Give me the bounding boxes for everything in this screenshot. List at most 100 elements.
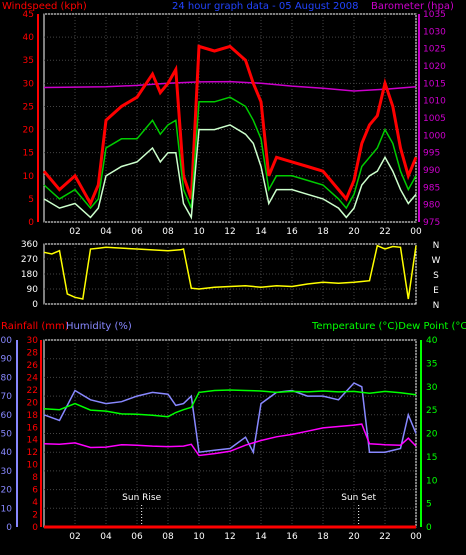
rainfall-tick-label: 0 bbox=[32, 523, 38, 533]
rainfall-axis-label: Rainfall (mm) bbox=[1, 321, 69, 332]
temperature-tick-label: 5 bbox=[426, 500, 432, 510]
temperature-tick-label: 35 bbox=[426, 359, 437, 369]
humidity-tick-label: 90 bbox=[1, 355, 13, 365]
humidity-tick-label: 40 bbox=[1, 448, 13, 458]
barometer-tick-label: 990 bbox=[423, 166, 440, 176]
rainfall-tick-label: 12 bbox=[27, 448, 38, 458]
rainfall-tick-label: 28 bbox=[27, 348, 39, 358]
barometer-tick-label: 980 bbox=[423, 201, 440, 211]
temperature-tick-label: 15 bbox=[426, 453, 437, 463]
humidity-tick-label: 60 bbox=[1, 411, 13, 421]
wind-panel-x-tick-label: 06 bbox=[131, 227, 143, 237]
windspeed-tick-label: 30 bbox=[23, 79, 35, 89]
climate-panel-x-tick-label: 20 bbox=[348, 532, 360, 542]
windspeed-tick-label: 45 bbox=[23, 10, 34, 20]
climate-panel-x-tick-label: 12 bbox=[224, 532, 235, 542]
barometer-tick-label: 1030 bbox=[423, 27, 446, 37]
humidity-tick-label: 70 bbox=[1, 392, 13, 402]
temperature-tick-label: 20 bbox=[426, 430, 438, 440]
wind-panel-x-tick-label: 12 bbox=[224, 227, 235, 237]
windspeed-tick-label: 5 bbox=[28, 195, 34, 205]
rainfall-tick-label: 22 bbox=[27, 386, 38, 396]
humidity-tick-label: 0 bbox=[6, 523, 12, 533]
windspeed-tick-label: 20 bbox=[23, 126, 35, 136]
climate-series-dewpoint bbox=[43, 423, 417, 457]
wind-panel-frame bbox=[43, 13, 417, 223]
barometer-tick-label: 975 bbox=[423, 218, 440, 228]
chart-title: 24 hour graph data - 05 August 2008 bbox=[172, 1, 358, 12]
temperature-tick-label: 40 bbox=[426, 336, 438, 346]
climate-panel-x-tick-label: 22 bbox=[379, 532, 390, 542]
rainfall-tick-label: 20 bbox=[27, 398, 39, 408]
wind-panel-x-tick-label: 08 bbox=[162, 227, 174, 237]
humidity-tick-label: 20 bbox=[1, 486, 13, 496]
rainfall-tick-label: 10 bbox=[27, 461, 39, 471]
wind-series-gust bbox=[42, 44, 418, 207]
windspeed-axis-label: Windspeed (kph) bbox=[2, 1, 87, 12]
temperature-tick-label: 30 bbox=[426, 383, 438, 393]
climate-panel-x-tick-label: 00 bbox=[410, 532, 422, 542]
temperature-dewpoint-axis-label: Temperature (°C)Dew Point (°C) bbox=[311, 321, 466, 332]
windspeed-tick-label: 40 bbox=[23, 33, 35, 43]
barometer-axis-label: Barometer (hpa) bbox=[371, 1, 454, 12]
wind-panel-x-tick-label: 00 bbox=[410, 227, 422, 237]
humidity-tick-label: 50 bbox=[1, 430, 13, 440]
wind-panel-x-tick-label: 16 bbox=[286, 227, 298, 237]
barometer-tick-label: 995 bbox=[423, 149, 440, 159]
barometer-tick-label: 1025 bbox=[423, 45, 446, 55]
rainfall-tick-label: 16 bbox=[27, 423, 39, 433]
climate-panel-x-tick-label: 16 bbox=[286, 532, 298, 542]
barometer-tick-label: 1035 bbox=[423, 10, 446, 20]
windspeed-tick-label: 15 bbox=[23, 149, 34, 159]
climate-panel-x-tick-label: 10 bbox=[193, 532, 205, 542]
windspeed-tick-label: 25 bbox=[23, 102, 34, 112]
compass-label: E bbox=[433, 286, 439, 296]
compass-label: N bbox=[433, 241, 440, 251]
barometer-tick-label: 1000 bbox=[423, 131, 446, 141]
wind-panel-x-tick-label: 20 bbox=[348, 227, 360, 237]
wind-panel-x-tick-label: 10 bbox=[193, 227, 205, 237]
barometer-tick-label: 1015 bbox=[423, 79, 446, 89]
wind-direction-series bbox=[43, 244, 417, 300]
barometer-tick-label: 1020 bbox=[423, 62, 446, 72]
climate-panel-x-tick-label: 08 bbox=[162, 532, 174, 542]
humidity-tick-label: 100 bbox=[0, 336, 12, 346]
rainfall-tick-label: 24 bbox=[27, 373, 39, 383]
direction-tick-label: 0 bbox=[32, 300, 38, 310]
climate-panel-x-tick-label: 18 bbox=[317, 532, 329, 542]
compass-label: S bbox=[433, 271, 439, 281]
wind-series-average bbox=[43, 96, 417, 210]
climate-series-humidity bbox=[43, 382, 417, 455]
rainfall-tick-label: 14 bbox=[27, 436, 39, 446]
barometer-tick-label: 985 bbox=[423, 183, 440, 193]
rainfall-tick-label: 18 bbox=[27, 411, 39, 421]
sun-event-label: Sun Set bbox=[341, 493, 376, 503]
climate-panel-x-tick-label: 06 bbox=[131, 532, 143, 542]
compass-label: W bbox=[432, 256, 441, 266]
sun-event-label: Sun Rise bbox=[122, 493, 161, 503]
wind-panel-x-tick-label: 22 bbox=[379, 227, 390, 237]
climate-panel-x-tick-label: 04 bbox=[100, 532, 112, 542]
wind-series-speed bbox=[43, 124, 417, 220]
windspeed-tick-label: 10 bbox=[23, 172, 35, 182]
direction-tick-label: 90 bbox=[27, 285, 39, 295]
wind-panel-x-tick-label: 14 bbox=[255, 227, 267, 237]
rainfall-tick-label: 4 bbox=[32, 498, 38, 508]
humidity-axis-label: Humidity (%) bbox=[66, 321, 132, 332]
barometer-tick-label: 1005 bbox=[423, 114, 446, 124]
rainfall-tick-label: 26 bbox=[27, 361, 39, 371]
compass-label: N bbox=[433, 301, 440, 311]
wind-series-barometer bbox=[43, 80, 417, 92]
direction-tick-label: 180 bbox=[21, 270, 38, 280]
wind-panel-x-tick-label: 18 bbox=[317, 227, 329, 237]
windspeed-tick-label: 0 bbox=[28, 218, 34, 228]
rainfall-tick-label: 8 bbox=[32, 473, 38, 483]
humidity-tick-label: 80 bbox=[1, 373, 13, 383]
windspeed-tick-label: 35 bbox=[23, 56, 34, 66]
direction-tick-label: 270 bbox=[21, 255, 38, 265]
rainfall-tick-label: 30 bbox=[27, 336, 39, 346]
wind-panel-x-tick-label: 04 bbox=[100, 227, 112, 237]
humidity-tick-label: 30 bbox=[1, 467, 13, 477]
rainfall-tick-label: 6 bbox=[32, 486, 38, 496]
